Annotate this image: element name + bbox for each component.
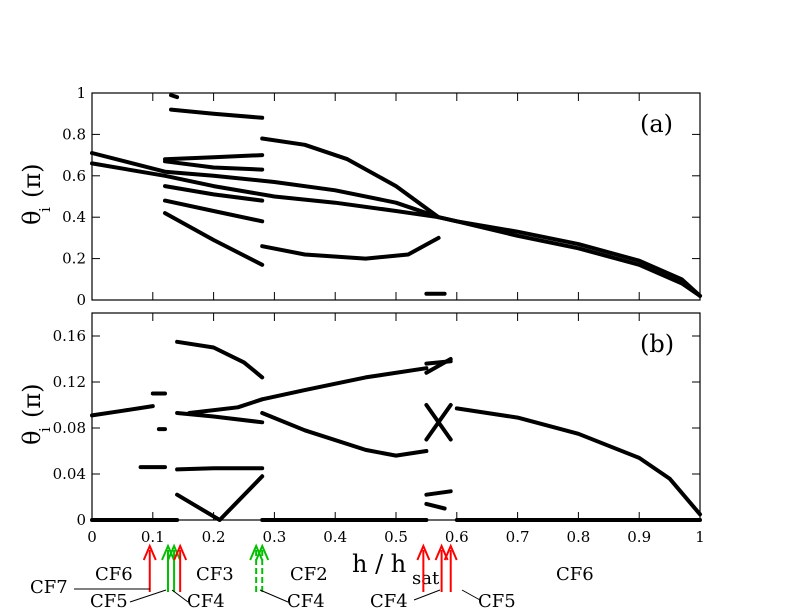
cf-arrow-head [416, 543, 431, 561]
panel-b-ytick-label: 0.16 [53, 327, 86, 345]
panel-a-series-line [169, 107, 265, 120]
panel-a-series-line [163, 198, 265, 224]
panel-b-ytick-label: 0.04 [53, 465, 86, 483]
pointer-cf5-right [461, 589, 481, 601]
panel-a-ytick-label: 1 [76, 84, 86, 102]
panel-b-ytick-label: 0 [76, 511, 86, 529]
panel-a-ytick-label: 0.8 [62, 125, 86, 143]
label-cf7: CF7 [30, 577, 68, 598]
panel-b-ylabel-main: θ [18, 431, 46, 445]
panel-b-ytick-label: 0.12 [53, 373, 86, 391]
panel-a: 0 0.2 0.4 0.6 0.8 1 (a) θ i (π) [18, 84, 702, 309]
panel-a-series-line [260, 235, 441, 261]
panel-b-series-line [175, 474, 265, 522]
panel-b: 0 0.04 0.08 0.12 0.16 0 0.1 0.2 0.3 0.4 0.5 0.6 0.7 0… [18, 312, 705, 589]
xtick-label: 0.8 [566, 528, 590, 546]
panel-a-ylabel-main: θ [18, 211, 46, 225]
cf-arrow-head [142, 543, 157, 561]
panel-a-series-line [260, 136, 441, 220]
xtick-label: 0.6 [445, 528, 469, 546]
panel-a-frame [91, 92, 701, 301]
label-cf4-c: CF4 [370, 591, 408, 612]
label-cf2: CF2 [290, 564, 328, 585]
panel-a-ytick-label: 0.6 [62, 167, 86, 185]
panel-b-series-line [175, 466, 265, 472]
cf-arrow-head [173, 543, 188, 561]
xlabel-main: h / h [352, 550, 406, 578]
panel-b-series-line [424, 403, 453, 442]
xtick-label: 0.7 [506, 528, 530, 546]
label-cf5-left: CF5 [90, 591, 128, 612]
panel-a-ytick-label: 0 [76, 291, 86, 309]
panel-a-series-line [90, 161, 702, 298]
cf-arrow-head [167, 543, 181, 561]
pointer-cf4-a [171, 589, 189, 603]
cf-arrow-head [255, 543, 270, 561]
pointer-cf5 [129, 589, 167, 603]
xtick-label: 0.9 [627, 528, 651, 546]
pointer-lines [74, 588, 481, 603]
panel-b-series-line [260, 411, 429, 458]
label-cf6-left: CF6 [95, 564, 133, 585]
panel-b-series-line [90, 404, 155, 418]
panel-a-series-line [163, 184, 265, 203]
xtick-label: 0.3 [262, 528, 286, 546]
cf-arrow-head [161, 543, 175, 561]
xlabel-sub: sat [412, 568, 440, 589]
xtick-label: 0.1 [141, 528, 165, 546]
panel-b-series-line [260, 366, 429, 402]
xtick-label: 1 [695, 528, 705, 546]
label-cf4-b: CF4 [287, 591, 325, 612]
xtick-label: 0 [87, 528, 97, 546]
pointer-cf4-b [259, 589, 289, 603]
cf-arrows [142, 543, 458, 592]
panel-b-series-line [175, 339, 265, 380]
cf-arrow-head [249, 543, 264, 561]
panel-b-ytick-label: 0.08 [53, 419, 86, 437]
panel-a-ytick-label: 0.4 [62, 208, 86, 226]
panel-a-series-line [163, 211, 265, 267]
cf-arrow-head [434, 543, 449, 561]
panel-a-series-line [163, 159, 265, 172]
panel-a-series-line [169, 93, 180, 100]
panel-a-ylabel: θ i (π) [18, 164, 54, 226]
label-cf3: CF3 [196, 564, 234, 585]
xtick-label: 0.2 [202, 528, 226, 546]
label-cf4-a: CF4 [187, 591, 225, 612]
panel-a-label: (a) [640, 110, 673, 138]
panel-a-series [90, 93, 702, 298]
cf-arrow-head [443, 543, 458, 561]
panel-b-ylabel-unit: (π) [18, 384, 46, 419]
panel-b-series-line [187, 397, 265, 415]
panel-b-ticks: 0 0.04 0.08 0.12 0.16 0 0.1 0.2 0.3 0.4 0.5 0.6 0.7 0… [53, 313, 705, 546]
xtick-label: 0.4 [323, 528, 347, 546]
panel-a-series-line [163, 153, 265, 162]
panel-a-ylabel-sub: i [36, 207, 54, 212]
panel-b-ylabel: θ i (π) [18, 384, 54, 446]
panel-b-series-line [424, 501, 447, 511]
panel-a-ytick-label: 0.2 [62, 250, 86, 268]
panel-a-ticks: 0 0.2 0.4 0.6 0.8 1 [62, 84, 701, 309]
panel-b-series [90, 339, 702, 522]
cf-annotations: CF7 CF6 CF5 CF4 CF3 CF2 CF4 CF4 CF5 CF6 [30, 543, 594, 612]
label-cf5-right: CF5 [478, 591, 516, 612]
panel-a-ylabel-unit: (π) [18, 164, 46, 199]
panel-b-series-line [424, 357, 453, 375]
panel-b-label: (b) [640, 330, 674, 358]
xtick-label: 0.5 [384, 528, 408, 546]
panel-b-series-line [454, 406, 702, 517]
label-cf6-right: CF6 [556, 564, 594, 585]
panel-b-ylabel-sub: i [36, 427, 54, 432]
panel-b-series-line [424, 489, 453, 497]
pointer-cf4-c [413, 589, 441, 601]
